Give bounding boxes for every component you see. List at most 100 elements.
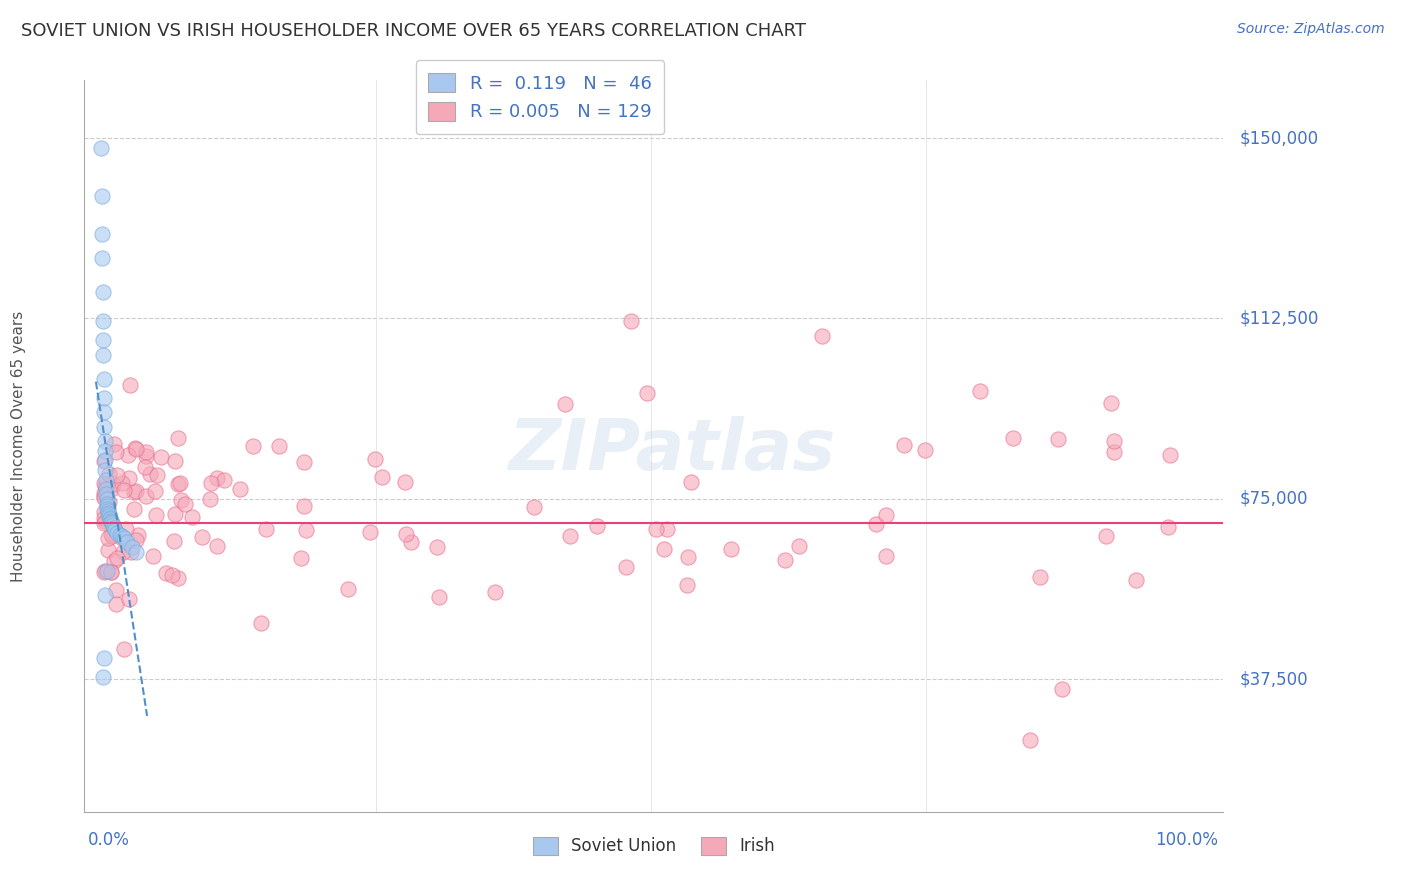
Point	[242, 439, 264, 453]
Point	[135, 444, 157, 458]
Point	[644, 522, 666, 536]
Point	[112, 641, 135, 656]
Point	[93, 371, 115, 385]
Point	[91, 348, 114, 362]
Point	[484, 585, 506, 599]
Point	[145, 468, 167, 483]
Point	[105, 445, 128, 459]
Point	[97, 495, 120, 509]
Point	[111, 529, 134, 543]
Point	[636, 385, 658, 400]
Point	[93, 489, 115, 503]
Point	[229, 482, 252, 496]
Point	[614, 560, 637, 574]
Point	[97, 504, 120, 518]
Point	[114, 521, 136, 535]
Point	[94, 473, 117, 487]
Point	[108, 528, 131, 542]
Point	[111, 545, 134, 559]
Point	[112, 483, 135, 498]
Point	[212, 473, 235, 487]
Point	[135, 449, 157, 463]
Point	[97, 531, 120, 545]
Point	[117, 448, 139, 462]
Point	[93, 419, 115, 434]
Text: Householder Income Over 65 years: Householder Income Over 65 years	[11, 310, 25, 582]
Point	[1094, 529, 1116, 543]
Text: 100.0%: 100.0%	[1154, 831, 1218, 849]
Point	[155, 566, 177, 580]
Point	[139, 467, 162, 482]
Point	[94, 443, 117, 458]
Point	[90, 188, 112, 202]
Point	[103, 437, 125, 451]
Point	[207, 539, 229, 553]
Text: $37,500: $37,500	[1240, 671, 1309, 689]
Point	[96, 501, 118, 516]
Point	[875, 508, 897, 522]
Point	[914, 442, 936, 457]
Text: SOVIET UNION VS IRISH HOUSEHOLDER INCOME OVER 65 YEARS CORRELATION CHART: SOVIET UNION VS IRISH HOUSEHOLDER INCOME…	[21, 22, 806, 40]
Point	[97, 543, 120, 558]
Point	[98, 508, 121, 523]
Point	[1028, 570, 1050, 584]
Point	[96, 497, 118, 511]
Point	[254, 522, 277, 536]
Point	[93, 475, 115, 490]
Point	[120, 377, 142, 392]
Point	[165, 507, 187, 521]
Point	[122, 501, 145, 516]
Point	[292, 455, 315, 469]
Point	[91, 670, 114, 684]
Point	[250, 616, 273, 631]
Point	[98, 512, 121, 526]
Point	[94, 483, 117, 497]
Point	[359, 524, 381, 539]
Point	[198, 492, 221, 507]
Point	[111, 531, 134, 545]
Text: ZIPatlas: ZIPatlas	[509, 417, 837, 485]
Point	[775, 552, 797, 566]
Point	[1125, 574, 1147, 588]
Point	[91, 333, 114, 347]
Point	[112, 532, 135, 546]
Point	[121, 540, 143, 554]
Point	[560, 529, 582, 543]
Point	[181, 509, 204, 524]
Point	[295, 523, 318, 537]
Point	[93, 650, 115, 665]
Point	[394, 475, 416, 489]
Point	[523, 500, 546, 514]
Point	[163, 454, 186, 468]
Point	[93, 566, 115, 580]
Point	[94, 564, 117, 578]
Point	[96, 564, 118, 578]
Point	[93, 454, 115, 468]
Point	[173, 497, 195, 511]
Point	[105, 525, 128, 540]
Point	[1046, 432, 1069, 446]
Point	[93, 434, 115, 449]
Point	[620, 314, 643, 328]
Point	[142, 549, 165, 564]
Point	[125, 533, 148, 548]
Point	[1159, 448, 1181, 462]
Point	[111, 475, 134, 490]
Point	[200, 475, 222, 490]
Point	[654, 542, 676, 557]
Point	[101, 477, 124, 491]
Point	[94, 588, 117, 602]
Point	[97, 507, 120, 521]
Text: 0.0%: 0.0%	[87, 831, 129, 849]
Point	[94, 453, 117, 467]
Point	[117, 535, 139, 549]
Point	[554, 397, 576, 411]
Point	[145, 508, 167, 523]
Point	[336, 582, 359, 596]
Point	[190, 530, 212, 544]
Point	[100, 514, 122, 528]
Point	[679, 475, 702, 489]
Point	[91, 314, 114, 328]
Point	[655, 522, 678, 536]
Text: $112,500: $112,500	[1240, 310, 1319, 327]
